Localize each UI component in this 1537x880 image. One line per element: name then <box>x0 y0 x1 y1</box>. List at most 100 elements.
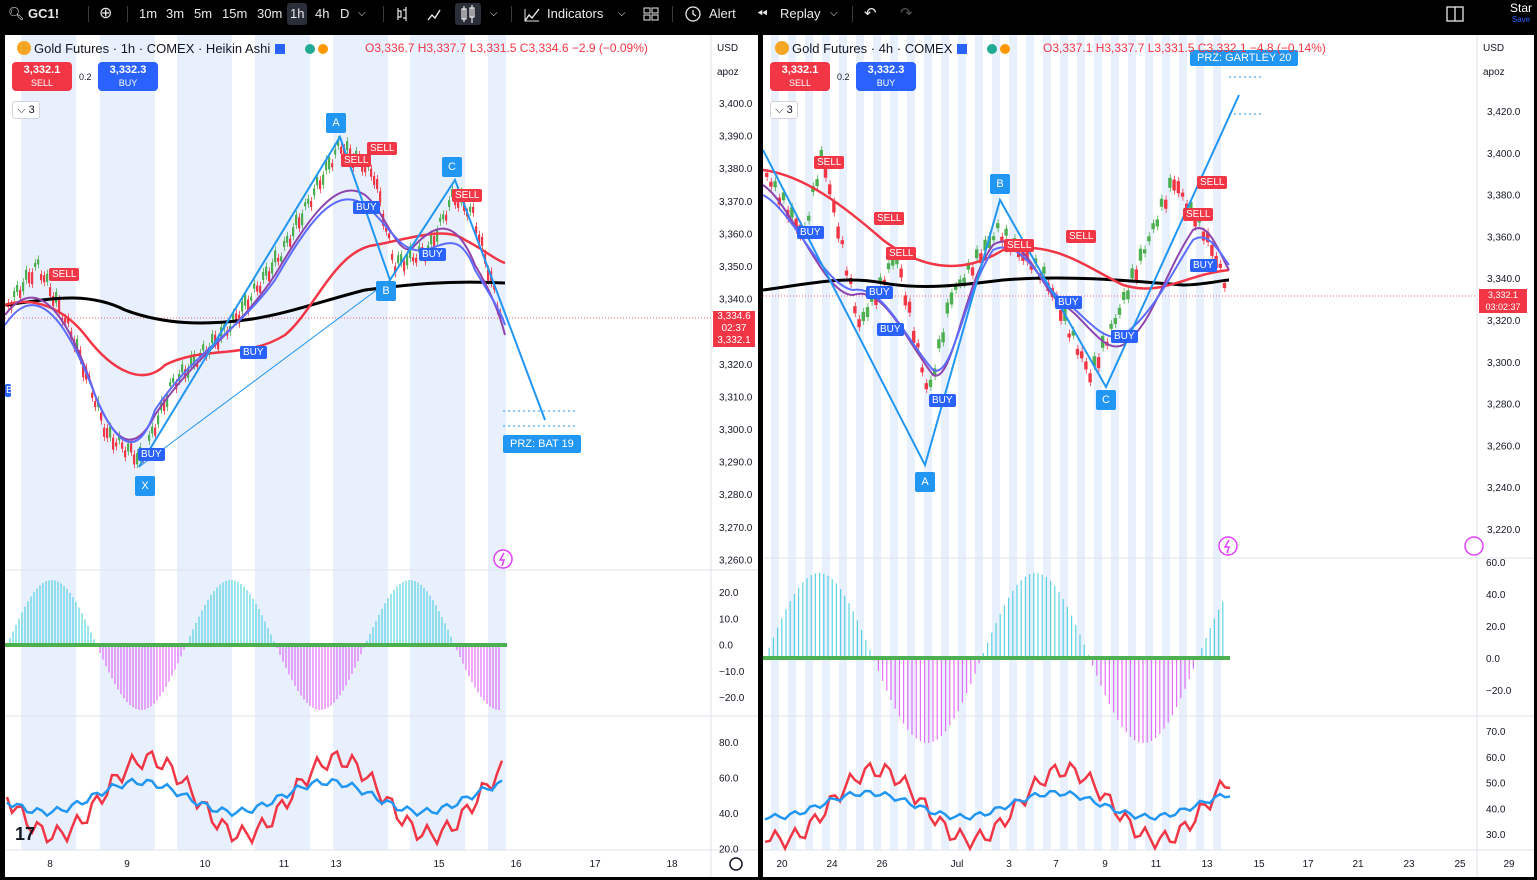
point-label-b: B <box>990 174 1010 194</box>
sell-price: 3,332.1 <box>781 64 819 76</box>
left-time-axis[interactable]: 8 9 10 11 13 15 16 17 18 <box>47 859 678 870</box>
candle <box>1122 291 1126 300</box>
candle <box>903 295 907 306</box>
flag-icon[interactable] <box>957 44 968 54</box>
chevron-down-icon[interactable]: ⌵ <box>830 8 838 19</box>
candle <box>1029 265 1033 270</box>
rsi-blue-line <box>764 789 1231 822</box>
chevron-down-icon: ⌵ <box>775 104 787 116</box>
chevron-down-icon[interactable]: ⌵ <box>490 8 498 19</box>
flag-icon[interactable] <box>275 44 286 54</box>
interval-d[interactable]: D <box>340 6 350 21</box>
axis-tick-label: 3,300.0 <box>719 425 753 436</box>
delayed-data-icon <box>1000 44 1011 54</box>
line-chart-icon[interactable] <box>426 0 442 28</box>
indicators-collapse-button[interactable]: ⌵ 3 <box>12 101 40 119</box>
sell-button[interactable]: 3,332.1 SELL <box>12 62 72 91</box>
date-tick-label: 23 <box>1403 859 1415 870</box>
candles-icon[interactable] <box>455 3 481 25</box>
buy-signal: BUY <box>797 226 824 239</box>
candle <box>1143 249 1147 254</box>
market-status-icon <box>987 44 998 54</box>
candle <box>836 226 840 239</box>
sell-signal: SELL <box>814 156 845 169</box>
currency-label[interactable]: USD <box>1483 43 1505 54</box>
axis-tick-label: 20.0 <box>1486 622 1506 633</box>
star-save-area[interactable]: Star Save <box>1510 2 1532 26</box>
undo-icon[interactable]: ↶ <box>864 5 877 22</box>
symbol-label[interactable]: GC1! <box>28 6 60 21</box>
buy-signal: BUY <box>866 286 893 299</box>
point-label-x: X <box>135 476 155 496</box>
layout-split-icon[interactable] <box>1446 0 1464 28</box>
date-tick-label: Jul <box>951 859 964 870</box>
interval-1m[interactable]: 1m <box>139 6 158 21</box>
redo-icon[interactable]: ↷ <box>900 5 913 22</box>
lightning-icon[interactable] <box>1464 536 1484 556</box>
axis-tick-label: −20.0 <box>719 693 745 704</box>
buy-button[interactable]: 3,332.3 BUY <box>856 62 916 91</box>
chevron-down-icon[interactable]: ⌵ <box>358 8 366 19</box>
interval-4h[interactable]: 4h <box>315 6 330 21</box>
star-label[interactable]: Star <box>1509 1 1532 15</box>
buy-button[interactable]: 3,332.3 BUY <box>98 62 158 91</box>
axis-tick-label: 3,400.0 <box>1487 149 1521 160</box>
buy-signal: BUY <box>419 248 446 261</box>
axis-tick-label: 70.0 <box>1486 727 1506 738</box>
left-chart-canvas[interactable]: 3,400.0 3,390.0 3,380.0 3,370.0 3,360.0 3,350… <box>5 35 758 877</box>
axis-tick-label: 60.0 <box>719 774 739 785</box>
candle <box>1059 309 1063 321</box>
search-icon[interactable]: 🔍︎ <box>8 6 25 21</box>
right-chart-canvas[interactable]: 3,420.0 3,400.0 3,380.0 3,360.0 3,340.0 3,320… <box>763 35 1534 877</box>
replay-button[interactable]: Replay <box>780 6 821 21</box>
ma-red-line <box>5 232 506 377</box>
lightning-icon[interactable] <box>493 549 513 569</box>
legend-title[interactable]: Gold Futures · 1h · COMEX · Heikin Ashi <box>17 41 329 56</box>
interval-3m[interactable]: 3m <box>166 6 185 21</box>
interval-15m[interactable]: 15m <box>222 6 248 21</box>
axis-tick-label: 3,400.0 <box>719 99 753 110</box>
lightning-icon[interactable] <box>1218 536 1238 556</box>
interval-5m[interactable]: 5m <box>194 6 213 21</box>
divider <box>88 6 89 22</box>
divider <box>511 6 512 22</box>
gear-icon[interactable] <box>729 857 743 871</box>
sell-button[interactable]: 3,332.1 SELL <box>770 62 830 91</box>
interval-30m[interactable]: 30m <box>257 6 283 21</box>
interval-1h[interactable]: 1h <box>287 3 308 25</box>
top-toolbar: 🔍︎ GC1! ⊕ 1m 3m 5m 15m 30m 1h 4h D ⌵ ⌵ I… <box>0 0 1537 28</box>
sell-signal: SELL <box>1066 230 1097 243</box>
bar-chart-icon[interactable] <box>394 0 410 28</box>
legend-title[interactable]: Gold Futures · 4h · COMEX <box>775 41 1011 56</box>
candle <box>794 218 798 230</box>
unit-label[interactable]: apoz <box>717 67 739 78</box>
harmonic-gartley-pattern <box>763 94 1240 468</box>
candle <box>899 268 903 278</box>
alert-button[interactable]: Alert <box>709 6 736 21</box>
indicators-collapse-button[interactable]: ⌵ 3 <box>770 101 798 119</box>
point-label-a: A <box>915 472 935 492</box>
unit-label[interactable]: apoz <box>1483 67 1505 78</box>
left-chart-panel[interactable]: 3,400.0 3,390.0 3,380.0 3,370.0 3,360.0 3,350… <box>5 35 758 877</box>
currency-label[interactable]: USD <box>717 43 739 54</box>
axis-tick-label: 40.0 <box>1486 590 1506 601</box>
date-tick-label: 13 <box>330 859 342 870</box>
add-symbol-icon[interactable]: ⊕ <box>99 5 113 22</box>
rewind-icon[interactable]: ⏪︎ <box>757 6 768 21</box>
indicators-icon[interactable] <box>523 0 541 28</box>
right-chart-panel[interactable]: 3,420.0 3,400.0 3,380.0 3,360.0 3,340.0 3,320… <box>763 35 1534 877</box>
alert-icon[interactable] <box>684 0 702 28</box>
date-tick-label: 20 <box>776 859 788 870</box>
chevron-down-icon[interactable]: ⌵ <box>618 8 626 19</box>
session-bands <box>21 35 506 850</box>
buy-signal: BUY <box>1111 330 1138 343</box>
save-label[interactable]: Save <box>1511 15 1531 24</box>
candle <box>1004 228 1008 236</box>
right-time-axis[interactable]: 20 24 26 Jul 3 7 9 11 13 15 17 21 23 25 29 <box>776 859 1515 870</box>
buy-label: BUY <box>876 78 896 88</box>
sell-label: SELL <box>788 78 812 88</box>
indicators-button[interactable]: Indicators <box>547 6 604 21</box>
layout-grid-icon[interactable] <box>643 0 659 28</box>
right-price-axis[interactable]: 3,420.0 3,400.0 3,380.0 3,360.0 3,340.0 3,320… <box>1487 107 1521 536</box>
candle <box>815 179 819 187</box>
